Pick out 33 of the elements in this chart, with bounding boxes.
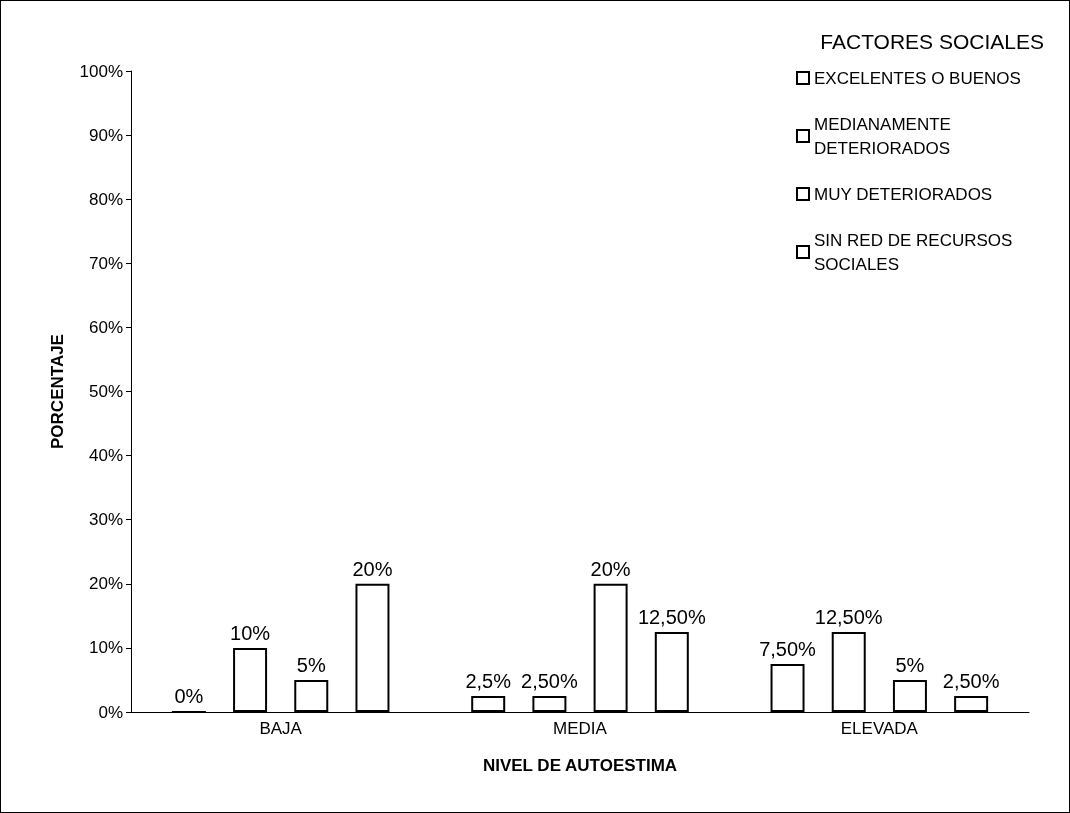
data-label: 10%: [230, 621, 271, 644]
y-tick-label: 60%: [88, 317, 123, 337]
data-label: 2,5%: [465, 669, 512, 692]
data-label: 5%: [895, 653, 925, 676]
x-axis-title: NIVEL DE AUTOESTIMA: [482, 756, 678, 775]
legend-label: EXCELENTES O BUENOS: [814, 68, 1021, 88]
y-tick-label: 40%: [88, 446, 123, 466]
y-tick-label: 0%: [98, 702, 123, 722]
y-tick-label: 80%: [88, 189, 123, 209]
data-label: 5%: [296, 653, 326, 676]
legend-title: FACTORES SOCIALES: [820, 30, 1045, 53]
data-label: 20%: [352, 557, 393, 580]
y-tick-label: 50%: [88, 382, 123, 401]
y-tick-label: 20%: [88, 574, 123, 594]
y-tick-label: 90%: [88, 125, 123, 145]
data-label: 7,50%: [759, 637, 817, 660]
legend-label: MEDIANAMENTE DETERIORADOS: [814, 114, 956, 158]
legend-label: MUY DETERIORADOS: [814, 184, 993, 204]
y-tick-label: 70%: [88, 253, 123, 273]
y-tick-label: 10%: [88, 638, 123, 658]
data-label: 0%: [174, 685, 204, 707]
legend-label: SIN RED DE RECURSOS SOCIALES: [814, 230, 1018, 274]
data-label: 2,50%: [942, 669, 1000, 692]
data-label: 20%: [590, 557, 631, 580]
y-tick-label: 100%: [79, 61, 123, 81]
y-axis-title: PORCENTAJE: [48, 334, 67, 449]
x-tick-label: BAJA: [259, 719, 303, 738]
data-label: 12,50%: [814, 605, 883, 628]
x-tick-label: MEDIA: [553, 719, 608, 738]
x-tick-label: ELEVADA: [840, 719, 919, 738]
y-tick-label: 30%: [88, 510, 123, 530]
data-label: 12,50%: [637, 605, 706, 628]
data-label: 2,50%: [521, 669, 578, 692]
